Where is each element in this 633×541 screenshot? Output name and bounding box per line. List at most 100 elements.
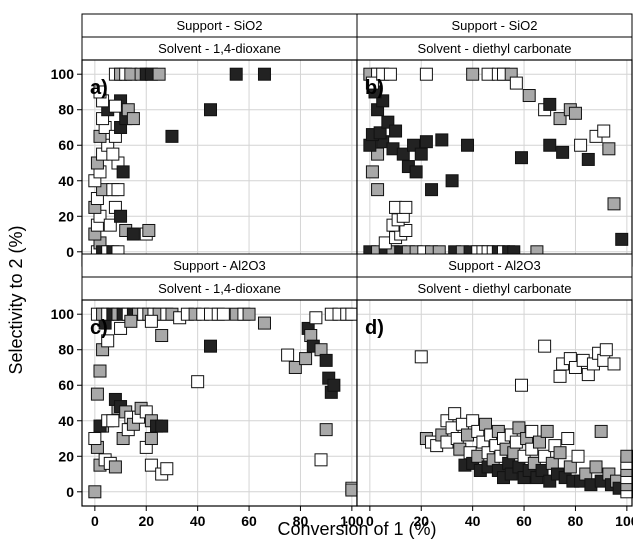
data-point — [242, 307, 256, 321]
data-point — [126, 227, 140, 241]
data-point — [509, 76, 523, 90]
data-point — [466, 67, 480, 81]
data-point — [594, 424, 608, 438]
x-tick-label: 0 — [366, 513, 374, 529]
x-tick-label: 20 — [138, 513, 154, 529]
x-tick-label: 60 — [516, 513, 532, 529]
panel-letter-label: b) — [365, 77, 384, 99]
data-point — [216, 307, 230, 321]
data-point — [144, 314, 158, 328]
data-point — [108, 99, 122, 113]
data-point — [571, 449, 585, 463]
data-point — [90, 387, 104, 401]
data-point — [88, 485, 102, 499]
data-point — [620, 449, 633, 463]
data-point — [615, 232, 629, 246]
data-point — [106, 147, 120, 161]
data-point — [448, 407, 462, 421]
x-tick-label: 60 — [241, 513, 257, 529]
strip-solvent-label: Solvent - diethyl carbonate — [418, 41, 572, 56]
data-point — [257, 67, 271, 81]
data-point — [299, 352, 313, 366]
x-tick-label: 0 — [91, 513, 99, 529]
data-point — [556, 145, 570, 159]
y-tick-label: 0 — [66, 484, 74, 500]
data-point — [553, 446, 567, 460]
data-point — [525, 424, 539, 438]
y-tick-label: 20 — [58, 208, 74, 224]
x-tick-label: 40 — [465, 513, 481, 529]
data-point — [314, 453, 328, 467]
data-point — [365, 76, 379, 90]
y-tick-label: 100 — [51, 66, 75, 82]
data-point — [581, 152, 595, 166]
data-point — [514, 378, 528, 392]
data-point — [414, 350, 428, 364]
data-point — [309, 311, 323, 325]
data-point — [142, 223, 156, 237]
y-tick-label: 100 — [51, 306, 75, 322]
data-point — [419, 135, 433, 149]
panel-letter-label: c) — [90, 317, 108, 339]
data-point — [399, 223, 413, 237]
data-point — [88, 432, 102, 446]
data-point — [532, 435, 546, 449]
data-point — [101, 334, 115, 348]
data-point — [204, 103, 218, 117]
data-point — [538, 339, 552, 353]
strip-solvent-label: Solvent - 1,4-dioxane — [158, 281, 281, 296]
data-point — [561, 432, 575, 446]
y-tick-label: 40 — [58, 413, 74, 429]
x-tick-label: 100 — [340, 513, 364, 529]
data-point — [257, 316, 271, 330]
strip-support-label: Support - SiO2 — [177, 18, 263, 33]
data-point — [383, 67, 397, 81]
y-tick-label: 20 — [58, 448, 74, 464]
panel-b: Support - SiO2 Solvent - diethyl carbonat… — [356, 13, 633, 267]
data-point — [93, 364, 107, 378]
data-point — [144, 432, 158, 446]
data-point — [535, 463, 549, 477]
data-point — [599, 343, 613, 357]
data-point — [389, 124, 403, 138]
data-point — [568, 106, 582, 120]
data-point — [152, 67, 166, 81]
x-tick-label: 100 — [615, 513, 633, 529]
data-point — [114, 209, 128, 223]
data-point — [399, 200, 413, 214]
data-point — [607, 357, 621, 371]
data-point — [514, 151, 528, 165]
data-point — [319, 353, 333, 367]
data-point — [371, 183, 385, 197]
data-point — [563, 460, 577, 474]
data-point — [522, 89, 536, 103]
data-point — [103, 218, 117, 232]
data-point — [108, 460, 122, 474]
y-tick-label: 0 — [66, 244, 74, 260]
data-point — [553, 112, 567, 126]
data-point — [204, 339, 218, 353]
y-tick-label: 80 — [58, 342, 74, 358]
data-point — [512, 421, 526, 435]
data-point — [191, 375, 205, 389]
panel-a: Support - SiO2 Solvent - 1,4-dioxane a) 0 20… — [51, 13, 358, 267]
data-point — [114, 321, 128, 335]
data-point — [327, 378, 341, 392]
data-point — [281, 348, 295, 362]
data-point — [160, 462, 174, 476]
data-point — [414, 147, 428, 161]
y-tick-label: 40 — [58, 173, 74, 189]
panel-letter-label: a) — [90, 77, 108, 99]
data-point — [345, 307, 359, 321]
y-tick-label: 60 — [58, 137, 74, 153]
data-point — [116, 165, 130, 179]
data-point — [425, 183, 439, 197]
data-point — [602, 142, 616, 156]
data-point — [589, 460, 603, 474]
data-point — [553, 369, 567, 383]
data-point — [111, 183, 125, 197]
x-tick-label: 80 — [568, 513, 584, 529]
data-point — [419, 67, 433, 81]
plot-border — [356, 299, 633, 507]
